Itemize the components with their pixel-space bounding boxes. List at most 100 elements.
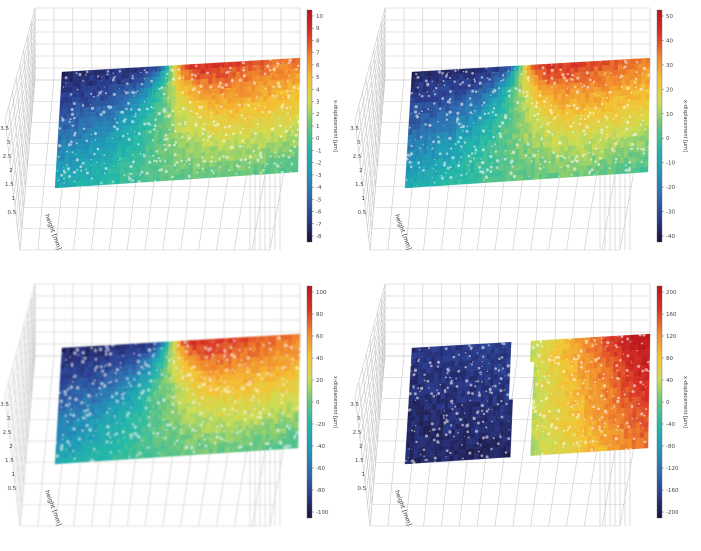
height-axis-ticks: 3.5 3 2.5 2 1.5 1 0.5 [350, 402, 366, 492]
colorbar-tick-label: -40 [316, 444, 325, 450]
speckle-pattern [56, 58, 301, 187]
colorbar-tick-label: -8 [316, 234, 322, 240]
colorbar-tick-label: -6 [316, 210, 322, 216]
colorbar-tick-label: -160 [666, 488, 679, 494]
displacement-surface [404, 57, 651, 189]
colorbar-tick-label: 9 [316, 26, 320, 32]
panel-2: 3.5 3 2.5 2 1.5 1 0.5 height [mm] 50 40 30 20 10 0 -10… [350, 0, 700, 275]
height-tick-label: 2.5 [353, 154, 362, 160]
height-axis-label: height [mm] [393, 489, 412, 527]
colorbar-tick-label: 8 [316, 38, 320, 44]
colorbar-tick-label: -2 [316, 161, 321, 167]
height-tick-label: 3 [357, 140, 361, 146]
colorbar-tick-label: -7 [316, 222, 322, 228]
height-tick-label: 3.5 [350, 402, 359, 408]
panel-4: 3.5 3 2.5 2 1.5 1 0.5 height [mm] 200 160 120 80 40 0… [350, 276, 700, 551]
height-tick-label: 1.5 [5, 458, 14, 464]
colorbar-label: x-displacement [µm] [332, 100, 338, 152]
colorbar: 50 40 30 20 10 0 -10 -20 -30 -40 [656, 9, 675, 243]
colorbar-tick-label: -60 [316, 466, 325, 472]
height-tick-label: 1 [362, 472, 366, 478]
height-axis-label: height [mm] [393, 213, 412, 251]
height-tick-label: 3.5 [0, 402, 9, 408]
height-tick-label: 0.5 [357, 486, 366, 492]
height-tick-label: 2.5 [3, 154, 12, 160]
colorbar-tick-label: 4 [316, 87, 320, 93]
height-tick-label: 3.5 [350, 126, 359, 132]
colorbar-tick-label: 5 [316, 75, 320, 81]
speckle-pattern [405, 59, 650, 186]
colorbar-tick-label: 120 [666, 334, 677, 340]
colorbar-tick-label: 40 [666, 378, 673, 384]
colorbar-label: x-displacement [µm] [682, 376, 688, 428]
height-tick-label: 1 [362, 196, 366, 202]
colorbar-tick-label: 1 [316, 124, 320, 130]
chart-4: 3.5 3 2.5 2 1.5 1 0.5 height [mm] 200 160 120 80 40 0… [350, 283, 688, 527]
colorbar-tick-label: -40 [666, 422, 675, 428]
height-tick-label: 2 [359, 168, 363, 174]
colorbar-tick-label: 80 [666, 356, 673, 362]
colorbar-tick-label: -5 [316, 197, 322, 203]
displacement-surface [404, 333, 651, 465]
colorbar: 200 160 120 80 40 0 -40 -80 -120 -160 -200 [656, 285, 679, 519]
colorbar-tick-label: 0 [316, 136, 320, 142]
height-tick-label: 3 [7, 416, 11, 422]
colorbar-tick-label: -100 [316, 510, 329, 516]
colorbar-tick-label: 160 [666, 312, 677, 318]
colorbar-tick-label: 3 [316, 100, 320, 106]
colorbar-tick-label: 20 [316, 378, 323, 384]
colorbar-tick-label: -3 [316, 173, 322, 179]
height-tick-label: 1.5 [355, 458, 364, 464]
height-axis-label: height [mm] [43, 489, 62, 527]
colorbar: 100 80 60 40 20 0 -20 -40 -60 -80 -100 [306, 285, 329, 519]
colorbar-tick-label: -40 [666, 234, 675, 240]
height-tick-label: 0.5 [7, 210, 16, 216]
colorbar-tick-label: -20 [316, 422, 325, 428]
height-axis-ticks: 3.5 3 2.5 2 1.5 1 0.5 [0, 402, 16, 492]
speckle-pattern [55, 336, 301, 463]
displacement-surface [54, 57, 301, 189]
height-tick-label: 3.5 [0, 126, 9, 132]
colorbar-tick-label: -80 [316, 488, 325, 494]
height-tick-label: 2.5 [3, 430, 12, 436]
panel-1: 3.5 3 2.5 2 1.5 1 0.5 height [mm] 10 9 8 7 6 5 4 3 2 1 0 -1… [0, 0, 350, 275]
chart-3: 3.5 3 2.5 2 1.5 1 0.5 height [mm] 100 80 60 40 20 0 -2… [0, 283, 338, 527]
colorbar-tick-label: 40 [666, 38, 673, 44]
colorbar-label: x-displacement [µm] [332, 376, 338, 428]
colorbar-tick-label: 6 [316, 63, 320, 69]
height-axis-label: height [mm] [43, 213, 62, 251]
colorbar-tick-label: 20 [666, 87, 673, 93]
colorbar-tick-label: 200 [666, 290, 677, 296]
colorbar-tick-label: -120 [666, 466, 679, 472]
colorbar-tick-label: 0 [316, 400, 320, 406]
colorbar-tick-label: -10 [666, 161, 675, 167]
colorbar-tick-label: 10 [316, 14, 323, 20]
height-tick-label: 1 [12, 472, 16, 478]
colorbar-tick-label: 30 [666, 63, 673, 69]
colorbar-tick-label: 50 [666, 14, 673, 20]
height-tick-label: 2 [9, 168, 13, 174]
colorbar-tick-label: -200 [666, 510, 679, 516]
height-tick-label: 1 [12, 196, 16, 202]
height-tick-label: 3 [7, 140, 11, 146]
colorbar-tick-label: 80 [316, 312, 323, 318]
height-tick-label: 2 [9, 444, 13, 450]
height-tick-label: 0.5 [7, 486, 16, 492]
chart-2: 3.5 3 2.5 2 1.5 1 0.5 height [mm] 50 40 30 20 10 0 -10… [350, 7, 688, 251]
height-axis-ticks: 3.5 3 2.5 2 1.5 1 0.5 [350, 126, 366, 216]
colorbar-tick-label: 0 [666, 400, 670, 406]
speckle-pattern [405, 333, 650, 465]
colorbar-tick-label: 40 [316, 356, 323, 362]
height-tick-label: 3 [357, 416, 361, 422]
panel-3: 3.5 3 2.5 2 1.5 1 0.5 height [mm] 100 80 60 40 20 0 -2… [0, 276, 350, 551]
height-tick-label: 2 [359, 444, 363, 450]
colorbar-tick-label: -4 [316, 185, 322, 191]
colorbar-tick-label: -20 [666, 185, 675, 191]
colorbar-tick-label: 2 [316, 112, 320, 118]
colorbar-tick-label: 60 [316, 334, 323, 340]
colorbar-tick-label: -80 [666, 444, 675, 450]
height-axis-ticks: 3.5 3 2.5 2 1.5 1 0.5 [0, 126, 16, 216]
colorbar-label: x-displacement [µm] [682, 100, 688, 152]
colorbar-tick-label: 10 [666, 112, 673, 118]
